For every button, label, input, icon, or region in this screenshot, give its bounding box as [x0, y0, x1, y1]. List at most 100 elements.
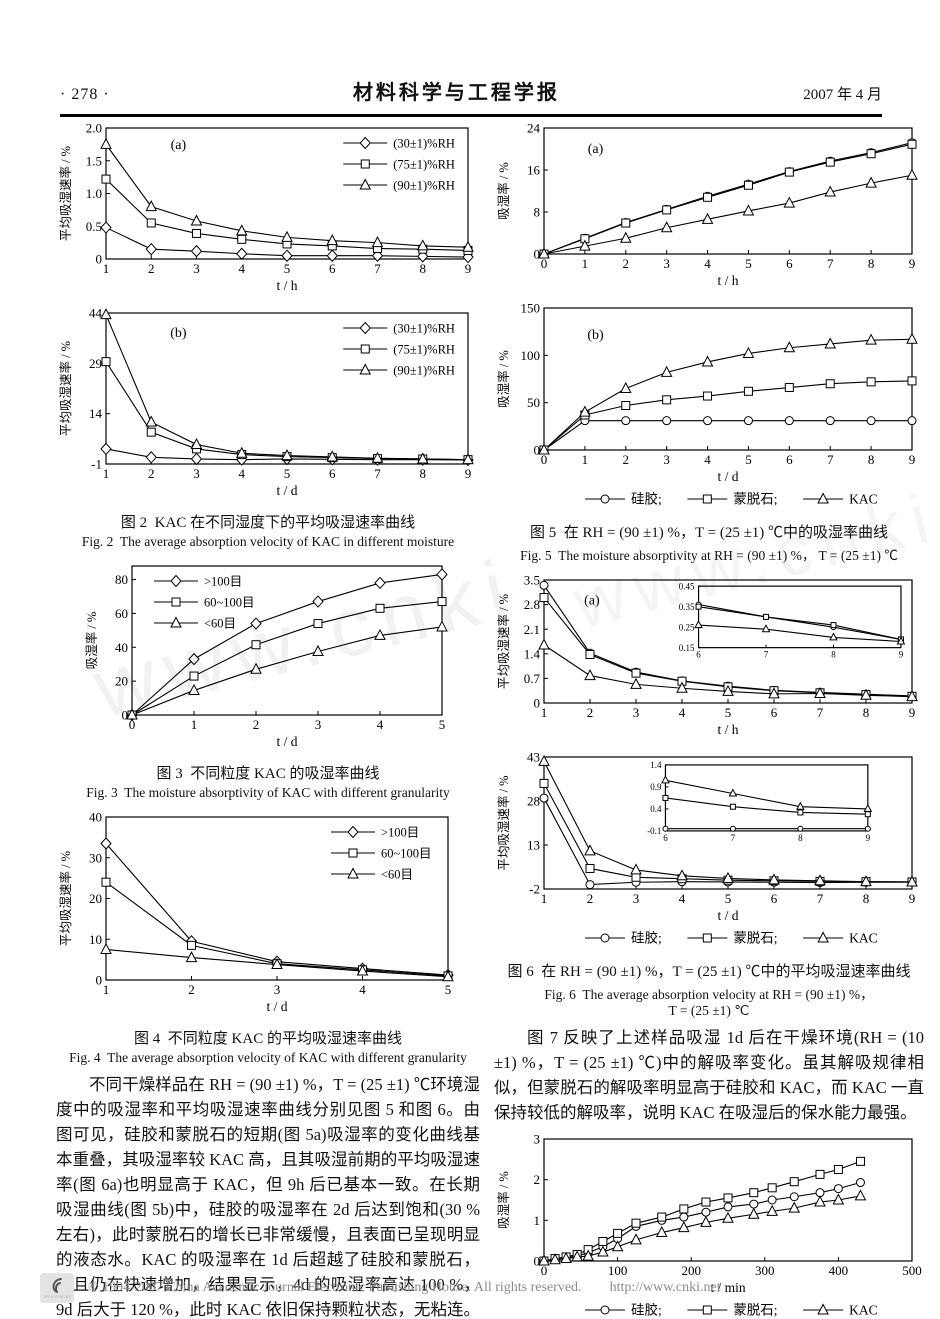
- figure-4-caption-en: Fig. 4 The average absorption velocity o…: [69, 1050, 467, 1065]
- svg-text:3: 3: [663, 452, 670, 467]
- figure-6-caption-en-line1: Fig. 6 The average absorption velocity a…: [544, 987, 874, 1002]
- svg-text:>100目: >100目: [381, 826, 419, 840]
- svg-text:43: 43: [527, 750, 540, 765]
- svg-text:t / h: t / h: [276, 278, 297, 293]
- svg-text:9: 9: [909, 256, 916, 271]
- svg-text:10: 10: [89, 932, 102, 947]
- svg-text:5: 5: [284, 261, 291, 276]
- svg-text:150: 150: [521, 301, 541, 316]
- issue-date: 2007 年 4 月: [803, 87, 882, 103]
- svg-text:8: 8: [868, 452, 875, 467]
- svg-text:4: 4: [239, 466, 246, 481]
- svg-text:0.45: 0.45: [679, 581, 695, 591]
- svg-text:2: 2: [623, 452, 630, 467]
- figure-6-caption-en-line2: T = (25 ±1) ℃: [668, 1003, 750, 1018]
- svg-text:0.25: 0.25: [679, 622, 695, 632]
- svg-text:<60目: <60目: [381, 868, 413, 882]
- svg-text:蒙脱石;: 蒙脱石;: [733, 1303, 777, 1318]
- page-number: · 278 ·: [60, 86, 110, 103]
- svg-text:29: 29: [89, 356, 102, 371]
- svg-text:5: 5: [725, 891, 732, 906]
- svg-text:4: 4: [377, 717, 384, 732]
- svg-text:7: 7: [827, 452, 834, 467]
- svg-text:(b): (b): [587, 328, 604, 343]
- two-column-layout: 1 2 3 4 5 6 7 8 9 0 0.5 1.0 1.5 2.0 平均吸湿速率 / % t / h (a)…: [56, 118, 924, 1319]
- svg-text:0: 0: [96, 252, 103, 267]
- svg-text:0: 0: [534, 696, 541, 711]
- figure-2a-chart: 1 2 3 4 5 6 7 8 9 0 0.5 1.0 1.5 2.0 平均吸湿速率 / % t / h (a)…: [56, 118, 480, 303]
- right-paragraph: 图 7 反映了上述样品吸湿 1d 后在干燥环境(RH = (10 ±1) %，T…: [494, 1028, 924, 1122]
- figure-3-caption-en: Fig. 3 The moisture absorptivity of KAC …: [86, 785, 450, 800]
- svg-text:2: 2: [623, 256, 630, 271]
- figure-5a-chart: 0 1 2 3 4 5 6 7 8 9 0 8 16 24 吸湿率 / % t / h (a): [494, 118, 924, 298]
- svg-text:0.15: 0.15: [679, 643, 695, 653]
- svg-text:t / d: t / d: [276, 734, 297, 749]
- svg-text:6: 6: [771, 705, 778, 720]
- svg-text:0: 0: [534, 1254, 541, 1269]
- svg-text:0.9: 0.9: [650, 782, 662, 792]
- svg-text:7: 7: [374, 261, 381, 276]
- svg-text:0: 0: [541, 256, 548, 271]
- svg-text:(90±1)%RH: (90±1)%RH: [393, 364, 455, 378]
- svg-text:100: 100: [608, 1263, 628, 1278]
- svg-text:8: 8: [863, 705, 870, 720]
- svg-text:3: 3: [193, 466, 200, 481]
- figure-4-caption-cn: 图 4 不同粒度 KAC 的平均吸湿速率曲线: [134, 1031, 402, 1047]
- svg-text:300: 300: [755, 1263, 775, 1278]
- svg-text:0: 0: [541, 1263, 548, 1278]
- svg-text:5: 5: [284, 466, 291, 481]
- svg-text:0: 0: [534, 443, 541, 458]
- svg-text:7: 7: [731, 833, 736, 843]
- svg-text:KAC: KAC: [849, 492, 878, 507]
- svg-text:1: 1: [541, 891, 548, 906]
- svg-text:7: 7: [817, 705, 824, 720]
- svg-text:2.0: 2.0: [86, 121, 102, 136]
- svg-text:0.35: 0.35: [679, 602, 695, 612]
- svg-text:4: 4: [704, 256, 711, 271]
- svg-text:硅胶;: 硅胶;: [631, 1302, 662, 1318]
- svg-text:6: 6: [786, 452, 793, 467]
- svg-text:9: 9: [465, 466, 472, 481]
- svg-text:60~100目: 60~100目: [381, 847, 432, 861]
- svg-text:4: 4: [359, 982, 366, 997]
- svg-text:2: 2: [587, 891, 594, 906]
- svg-text:5: 5: [439, 717, 446, 732]
- svg-text:1: 1: [541, 705, 548, 720]
- svg-text:1: 1: [103, 466, 110, 481]
- figure-7-chart: 0 100 200 300 400 500 0 1 2 3 吸湿率 / % t / min 硅胶; 蒙脱石…: [494, 1129, 924, 1319]
- svg-text:4: 4: [679, 705, 686, 720]
- figure-5b-chart: 0 1 2 3 4 5 6 7 8 9 0 50 100 150 吸湿率 / % t / d (b) 硅胶; 蒙脱石…: [494, 298, 924, 518]
- svg-text:t / d: t / d: [276, 483, 297, 498]
- svg-text:3: 3: [633, 705, 640, 720]
- figure-2b-chart: 1 2 3 4 5 6 7 8 9 -1 14 29 44 平均吸湿速率 / % t / d (b) (30±1…: [56, 303, 480, 508]
- svg-text:6: 6: [329, 466, 336, 481]
- svg-text:6: 6: [786, 256, 793, 271]
- svg-text:3: 3: [193, 261, 200, 276]
- svg-text:0: 0: [129, 717, 136, 732]
- svg-text:0: 0: [96, 973, 103, 988]
- svg-text:吸湿率 / %: 吸湿率 / %: [496, 350, 511, 408]
- svg-text:9: 9: [899, 650, 904, 660]
- cnki-logo-caption: www.cnki.net: [43, 1294, 71, 1300]
- figure-6a-chart: 1 2 3 4 5 6 7 8 9 0 0.7 1.4 2.1 2.8 3.5 平均吸湿速率 / % t / h…: [494, 570, 924, 747]
- svg-text:2: 2: [148, 466, 155, 481]
- svg-text:7: 7: [374, 466, 381, 481]
- svg-text:400: 400: [829, 1263, 849, 1278]
- svg-text:4: 4: [679, 891, 686, 906]
- svg-text:40: 40: [89, 810, 102, 825]
- svg-text:1: 1: [103, 261, 110, 276]
- svg-text:吸湿率 / %: 吸湿率 / %: [496, 162, 511, 220]
- svg-text:5: 5: [725, 705, 732, 720]
- svg-text:蒙脱石;: 蒙脱石;: [733, 931, 777, 946]
- svg-text:1.4: 1.4: [524, 646, 541, 661]
- svg-text:7: 7: [764, 650, 769, 660]
- svg-text:500: 500: [902, 1263, 922, 1278]
- svg-text:16: 16: [527, 163, 541, 178]
- svg-text:9: 9: [909, 891, 916, 906]
- svg-text:3: 3: [534, 1132, 541, 1147]
- svg-text:平均吸湿速率 / %: 平均吸湿速率 / %: [58, 851, 73, 946]
- svg-text:9: 9: [866, 833, 871, 843]
- svg-text:(a): (a): [584, 594, 600, 609]
- svg-text:30: 30: [89, 850, 102, 865]
